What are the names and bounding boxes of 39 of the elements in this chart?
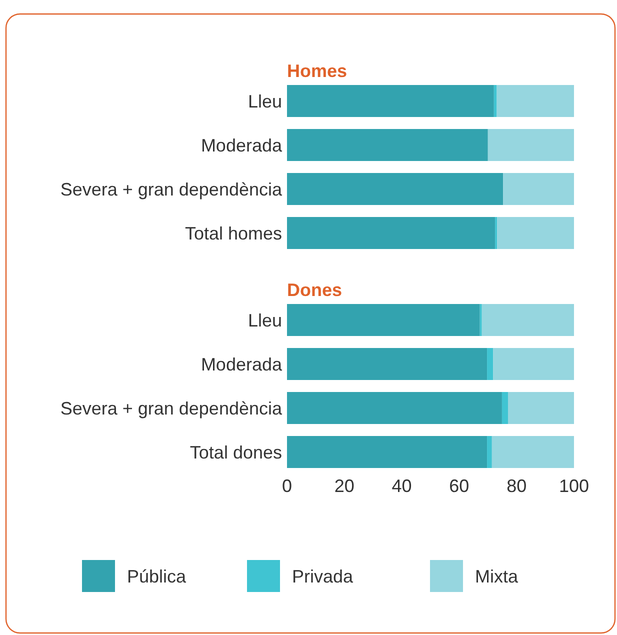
x-tick-label: 80 — [506, 476, 527, 496]
x-tick-label: 60 — [449, 476, 470, 496]
legend-label: Privada — [292, 566, 354, 586]
bar — [287, 348, 488, 380]
bar — [287, 304, 480, 336]
y-tick-label: Moderada — [200, 354, 283, 374]
y-tick-label: Total dones — [190, 442, 282, 462]
x-tick-label: 20 — [334, 476, 354, 496]
bar — [287, 436, 488, 468]
bar — [287, 173, 504, 205]
legend-label: Mixta — [475, 566, 519, 586]
y-tick-label: Severa + gran dependència — [60, 179, 283, 200]
y-tick-label: Lleu — [248, 310, 282, 330]
bar — [287, 217, 496, 249]
bar — [287, 85, 494, 117]
y-tick-label: Total homes — [184, 223, 282, 244]
bar — [496, 85, 574, 117]
bar — [508, 392, 574, 424]
bar — [487, 348, 494, 380]
x-tick-label: 100 — [558, 476, 590, 496]
bar — [493, 348, 574, 380]
bar — [482, 304, 574, 336]
x-tick-label: 40 — [392, 476, 412, 496]
bar — [497, 217, 574, 249]
bar — [287, 129, 488, 161]
bar — [487, 436, 492, 468]
x-tick-label: 0 — [282, 476, 292, 496]
y-tick-label: Severa + gran dependència — [60, 398, 283, 418]
bar — [488, 129, 574, 161]
chart-title: Homes — [287, 61, 348, 81]
chart-title: Dones — [287, 280, 342, 300]
legend-label: Pública — [127, 566, 188, 586]
bar — [503, 173, 574, 205]
bar — [287, 392, 502, 424]
bar — [492, 436, 574, 468]
y-tick-label: Moderada — [200, 135, 283, 156]
y-tick-label: Lleu — [248, 91, 282, 112]
bar — [494, 85, 497, 117]
bar — [502, 392, 508, 424]
